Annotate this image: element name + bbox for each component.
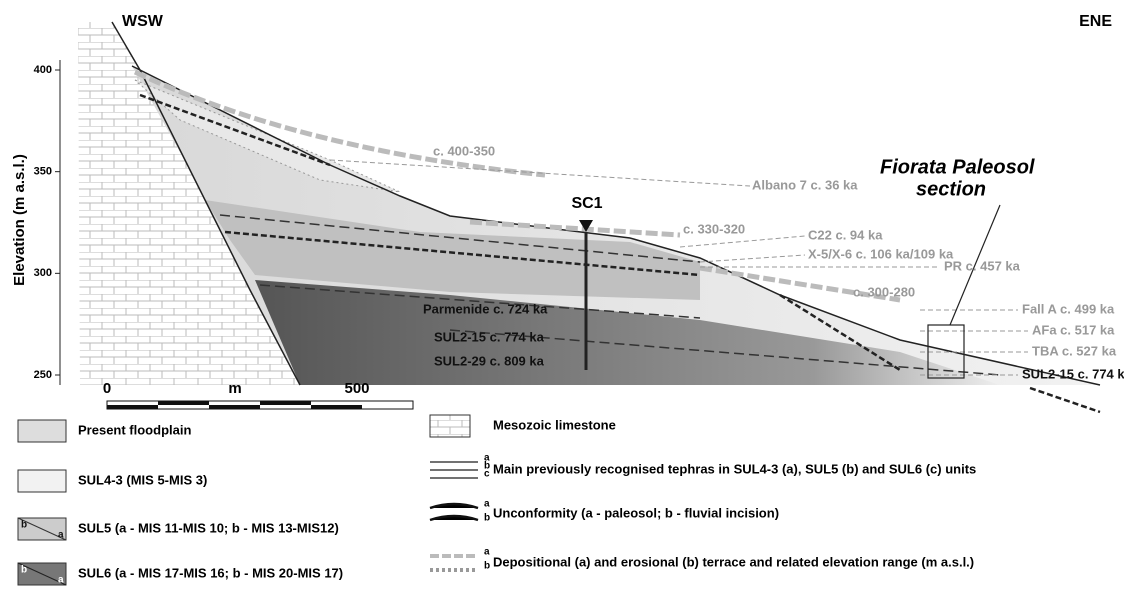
header-right: ENE [1079, 13, 1112, 30]
cross-section: WSW ENE Elevation (m a.s.l.) 0 m 500 SC1… [0, 0, 1124, 599]
annotation: SUL2-29 c. 809 ka [434, 353, 545, 368]
legend-label: SUL6 (a - MIS 17-MIS 16; b - MIS 20-MIS … [78, 565, 343, 580]
annotation: C22 c. 94 ka [808, 227, 883, 242]
annotation: Albano 7 c. 36 ka [752, 177, 858, 192]
legend-label: Present floodplain [78, 422, 191, 437]
scale-bar [107, 401, 413, 409]
legend-lines [430, 462, 478, 478]
legend-label: SUL4-3 (MIS 5-MIS 3) [78, 472, 207, 487]
legend-mark: a [484, 499, 490, 510]
annotation: PR c. 457 ka [944, 258, 1021, 273]
annotation: Parmenide c. 724 ka [423, 301, 548, 316]
annotation: Fall A c. 499 ka [1022, 301, 1115, 316]
annotation: c. 330-320 [683, 221, 745, 236]
header-left: WSW [122, 13, 164, 30]
legend-mark: b [484, 513, 490, 524]
legend-mark: a [484, 547, 490, 558]
scale-label: m [228, 380, 241, 397]
scale-label: 500 [344, 380, 369, 397]
y-tick-label: 300 [34, 267, 52, 279]
y-tick-label: 250 [34, 369, 52, 381]
legend-swatch [18, 470, 66, 492]
borehole-label: SC1 [571, 195, 602, 212]
legend-label: Depositional (a) and erosional (b) terra… [493, 554, 974, 569]
y-tick-label: 350 [34, 166, 52, 178]
legend-label: Mesozoic limestone [493, 417, 616, 432]
legend-swatch [430, 415, 470, 437]
scale-label: 0 [103, 380, 111, 397]
section-label: section [916, 178, 986, 200]
legend-label: Unconformity (a - paleosol; b - fluvial … [493, 505, 779, 520]
legend-mark: a [58, 530, 64, 541]
annotation: SUL2-15 c. 774 ka [434, 329, 545, 344]
annotation: AFa c. 517 ka [1032, 322, 1115, 337]
annotation: SUL2-15 c. 774 ka [1022, 366, 1124, 381]
legend-mark: b [21, 520, 27, 531]
annotation: c. 400-350 [433, 143, 495, 158]
annotation: TBA c. 527 ka [1032, 343, 1117, 358]
y-tick-label: 400 [34, 64, 52, 76]
legend-lines [430, 504, 478, 520]
legend-mark: c [484, 469, 490, 480]
legend-mark: a [58, 575, 64, 586]
axis-label: Elevation (m a.s.l.) [11, 154, 28, 286]
annotation: c. 300-280 [853, 284, 915, 299]
legend-label: Main previously recognised tephras in SU… [493, 461, 976, 476]
annotation: X-5/X-6 c. 106 ka/109 ka [808, 246, 954, 261]
legend-swatch [18, 420, 66, 442]
section-label: Fiorata Paleosol [880, 156, 1035, 178]
legend-mark: b [484, 561, 490, 572]
legend-label: SUL5 (a - MIS 11-MIS 10; b - MIS 13-MIS1… [78, 520, 339, 535]
legend-mark: b [21, 565, 27, 576]
